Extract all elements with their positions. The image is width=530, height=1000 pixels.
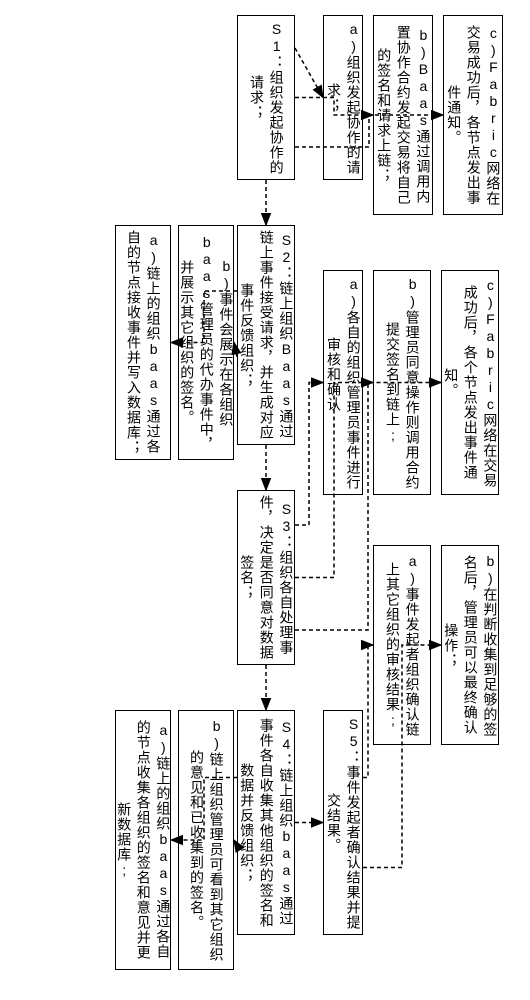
node-s5: S5：事件发起者确认结果并提交结果。 [323,710,363,935]
node-s2a-label: a)链上的组织baas通过各自的节点接收事件并写入数据库； [123,230,162,455]
node-s3-label: S3：组织各自处理事件，决定是否同意对数据签名； [237,495,296,660]
node-s3b-label: b)管理员同意操作则调用合约提交签名到链上; [382,275,421,490]
node-s3c-label: c)Fabric网络在交易成功后，各个节点发出事件通知。 [441,275,500,490]
node-s4b-label: b)链上组织管理员可看到其它组织的意见和已收集到的签名。 [186,715,225,965]
node-s5b: b)在判断收集到足够的签名后，管理员可以最终确认操作； [441,545,499,745]
node-s2b: b)事件会展示在各组织baas管理员的代办事件中，并展示其它组织的签名。 [178,225,234,460]
node-s5-label: S5：事件发起者确认结果并提交结果。 [323,715,362,930]
node-s1-label: S1：组织发起协作的请求； [246,20,285,175]
node-s4-label: S4：链上组织baas通过事件各自收集其他组织的签名和数据并反馈组织； [237,715,296,930]
node-s1c-label: c)Fabric网络在交易成功后，各节点发出事件通知。 [444,20,503,210]
node-s2: S2：链上组织Baas通过链上事件接受请求，并生成对应事件反馈组织； [237,225,295,445]
node-s4a-label: a)链上的组织baas通过各自的节点收集各组织的签名和意见并更新数据库; [114,715,173,965]
node-s2-label: S2：链上组织Baas通过链上事件接受请求，并生成对应事件反馈组织； [237,230,296,440]
node-s5b-label: b)在判断收集到足够的签名后，管理员可以最终确认操作； [441,550,500,740]
node-s5a: a)事件发起者组织确认链上其它组织的审核结果; [373,545,431,745]
node-s1b-label: b)Baas通过调用内置协作合约发起交易将自己的签名和请求上链； [374,20,433,210]
node-s5a-label: a)事件发起者组织确认链上其它组织的审核结果; [382,550,421,740]
node-s4b: b)链上组织管理员可看到其它组织的意见和已收集到的签名。 [178,710,234,970]
node-s1c: c)Fabric网络在交易成功后，各节点发出事件通知。 [443,15,503,215]
node-s3a: a)各自的组织管理员事件进行审核和确认; [323,270,363,495]
node-s4a: a)链上的组织baas通过各自的节点收集各组织的签名和意见并更新数据库; [115,710,171,970]
node-s1: S1：组织发起协作的请求； [237,15,295,180]
node-s2b-label: b)事件会展示在各组织baas管理员的代办事件中，并展示其它组织的签名。 [177,230,236,455]
arrow-s1-s1a [295,48,323,98]
node-s3c: c)Fabric网络在交易成功后，各个节点发出事件通知。 [441,270,499,495]
node-s2a: a)链上的组织baas通过各自的节点接收事件并写入数据库； [115,225,171,460]
node-s4: S4：链上组织baas通过事件各自收集其他组织的签名和数据并反馈组织； [237,710,295,935]
node-s1b: b)Baas通过调用内置协作合约发起交易将自己的签名和请求上链； [373,15,433,215]
node-s1a-label: a)组织发起协作的请求； [323,20,362,175]
node-s3b: b)管理员同意操作则调用合约提交签名到链上; [373,270,431,495]
node-s3a-label: a)各自的组织管理员事件进行审核和确认; [323,275,362,490]
arrow-s5-s5a [363,645,373,778]
node-s3: S3：组织各自处理事件，决定是否同意对数据签名； [237,490,295,665]
arrow-s3-s3a [295,383,323,526]
node-s1a: a)组织发起协作的请求； [323,15,363,180]
